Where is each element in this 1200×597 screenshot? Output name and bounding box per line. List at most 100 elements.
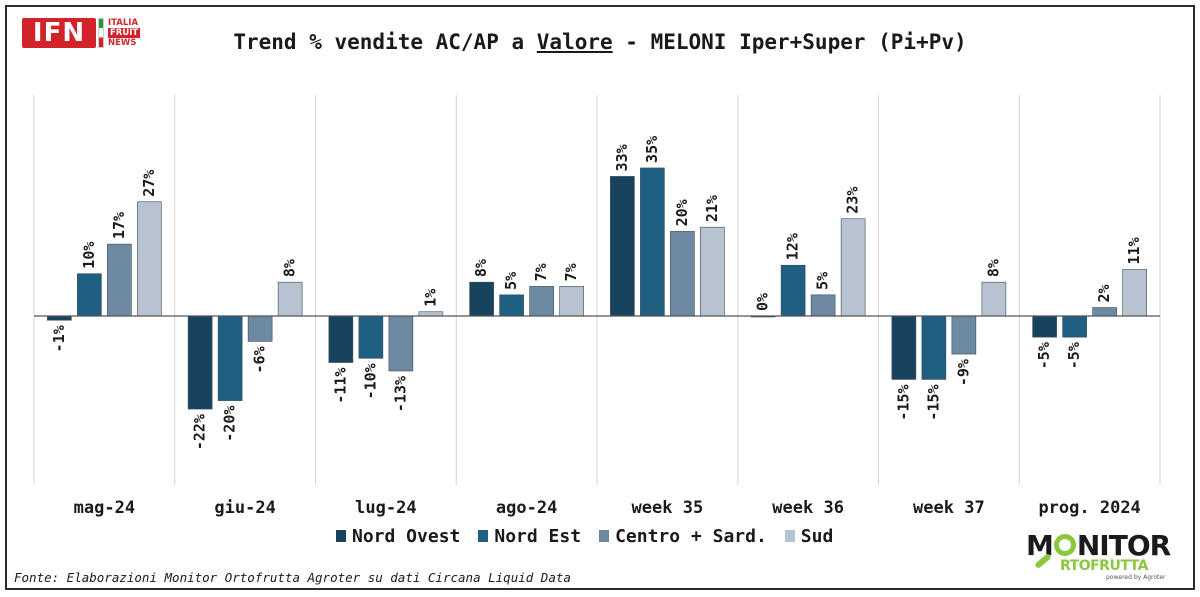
chart-title-underlined: Valore [536, 30, 613, 54]
bar [187, 315, 213, 410]
ifn-logo: IFN ITALIA FRUIT NEWS [22, 14, 144, 54]
bar [137, 201, 162, 317]
legend-label: Nord Est [494, 525, 582, 547]
data-label: 2% [1095, 284, 1113, 302]
monitor-ortofrutta-logo: M NITOR RTOFRUTTA powered by Agroter [1026, 532, 1182, 582]
category-label: lug-24 [355, 498, 416, 518]
bar [1062, 315, 1087, 338]
legend-swatch [478, 530, 489, 542]
data-label: -9% [954, 359, 972, 386]
category-label: ago-24 [496, 498, 557, 518]
data-label: 0% [754, 293, 772, 311]
bar [247, 315, 273, 342]
source-note: Fonte: Elaborazioni Monitor Ortofrutta A… [14, 570, 571, 585]
monitor-logo-rest: NITOR [1076, 529, 1171, 562]
legend-label: Nord Ovest [352, 525, 461, 547]
data-label: -5% [1065, 342, 1083, 369]
chart-legend: Nord Ovest Nord Est Centro + Sard. Sud [336, 524, 833, 548]
bar [840, 218, 866, 317]
data-label: 12% [784, 233, 802, 260]
chart-title-pre: Trend % vendite AC/AP a [233, 30, 537, 54]
bar [891, 315, 917, 380]
bar [107, 243, 132, 317]
data-label: -15% [924, 384, 942, 420]
bar [610, 176, 635, 317]
ifn-flag-stripe [98, 18, 104, 48]
bar [1032, 315, 1057, 338]
data-label: 35% [643, 136, 661, 163]
data-label: -6% [251, 346, 269, 373]
legend-item-centro-sard: Centro + Sard. [599, 526, 767, 547]
bar [780, 264, 806, 317]
data-label: -15% [894, 384, 912, 420]
category-label: week 37 [913, 498, 985, 518]
data-label: -5% [1035, 342, 1053, 369]
category-label: prog. 2024 [1038, 498, 1140, 518]
legend-item-nord-ovest: Nord Ovest [336, 526, 460, 547]
category-label: mag-24 [74, 498, 135, 518]
bar [640, 167, 665, 317]
ifn-logo-words: ITALIA FRUIT NEWS [108, 18, 141, 48]
data-label: 8% [472, 259, 490, 277]
bar [499, 294, 524, 317]
bar [358, 315, 384, 359]
data-label: 8% [281, 259, 299, 277]
chart-title-post: - MELONI Iper+Super (Pi+Pv) [612, 30, 967, 54]
data-label: -22% [191, 414, 209, 450]
monitor-logo-word: M NITOR [1026, 529, 1171, 562]
data-label: 5% [814, 272, 832, 290]
data-label: 7% [562, 263, 580, 281]
legend-swatch [599, 530, 610, 542]
magnifier-icon [1053, 534, 1076, 556]
data-label: 7% [532, 263, 550, 281]
bar [981, 281, 1007, 317]
data-label: 20% [673, 199, 691, 226]
monitor-logo-tiny: powered by Agroter [1106, 574, 1166, 581]
data-label: 23% [844, 187, 862, 214]
bar [217, 315, 243, 401]
legend-label: Sud [800, 525, 834, 547]
bar [47, 315, 72, 321]
data-label: -20% [221, 406, 239, 442]
bar [529, 286, 554, 317]
bar [277, 281, 303, 317]
legend-item-sud: Sud [784, 525, 834, 547]
bar [77, 273, 102, 317]
ifn-logo-line1: ITALIA [108, 18, 139, 28]
data-label: 17% [110, 212, 128, 239]
bar [418, 311, 444, 317]
bar [328, 315, 354, 363]
data-label: 27% [140, 170, 158, 197]
bar [951, 315, 977, 355]
data-label: -1% [50, 325, 68, 352]
bar [1092, 307, 1117, 317]
legend-label: Centro + Sard. [615, 525, 767, 547]
data-label: -10% [361, 363, 379, 399]
data-label: 10% [80, 242, 98, 269]
bar [670, 231, 695, 317]
legend-swatch [336, 530, 346, 542]
data-label: 21% [703, 195, 721, 222]
data-label: 33% [613, 144, 631, 171]
data-label: 11% [1125, 237, 1143, 264]
bar [921, 315, 947, 380]
data-label: 1% [421, 289, 439, 307]
bar [810, 294, 836, 317]
bar [1122, 269, 1147, 317]
chart-title: Trend % vendite AC/AP a Valore - MELONI … [0, 30, 1200, 54]
data-label: -11% [331, 368, 349, 404]
data-label: -13% [391, 376, 409, 412]
ifn-logo-line2: FRUIT [108, 28, 141, 38]
category-label: week 36 [772, 498, 844, 518]
ifn-logo-mark: IFN [22, 18, 96, 48]
category-label: week 35 [632, 498, 704, 518]
bar [388, 315, 414, 372]
legend-item-nord-est: Nord Est [478, 526, 581, 547]
data-label: 5% [502, 272, 520, 290]
monitor-logo-sub: RTOFRUTTA [1060, 558, 1148, 574]
data-label: 8% [984, 259, 1002, 277]
bar [559, 286, 584, 317]
bar [469, 281, 494, 317]
bar [700, 226, 725, 317]
category-label: giu-24 [214, 498, 275, 518]
